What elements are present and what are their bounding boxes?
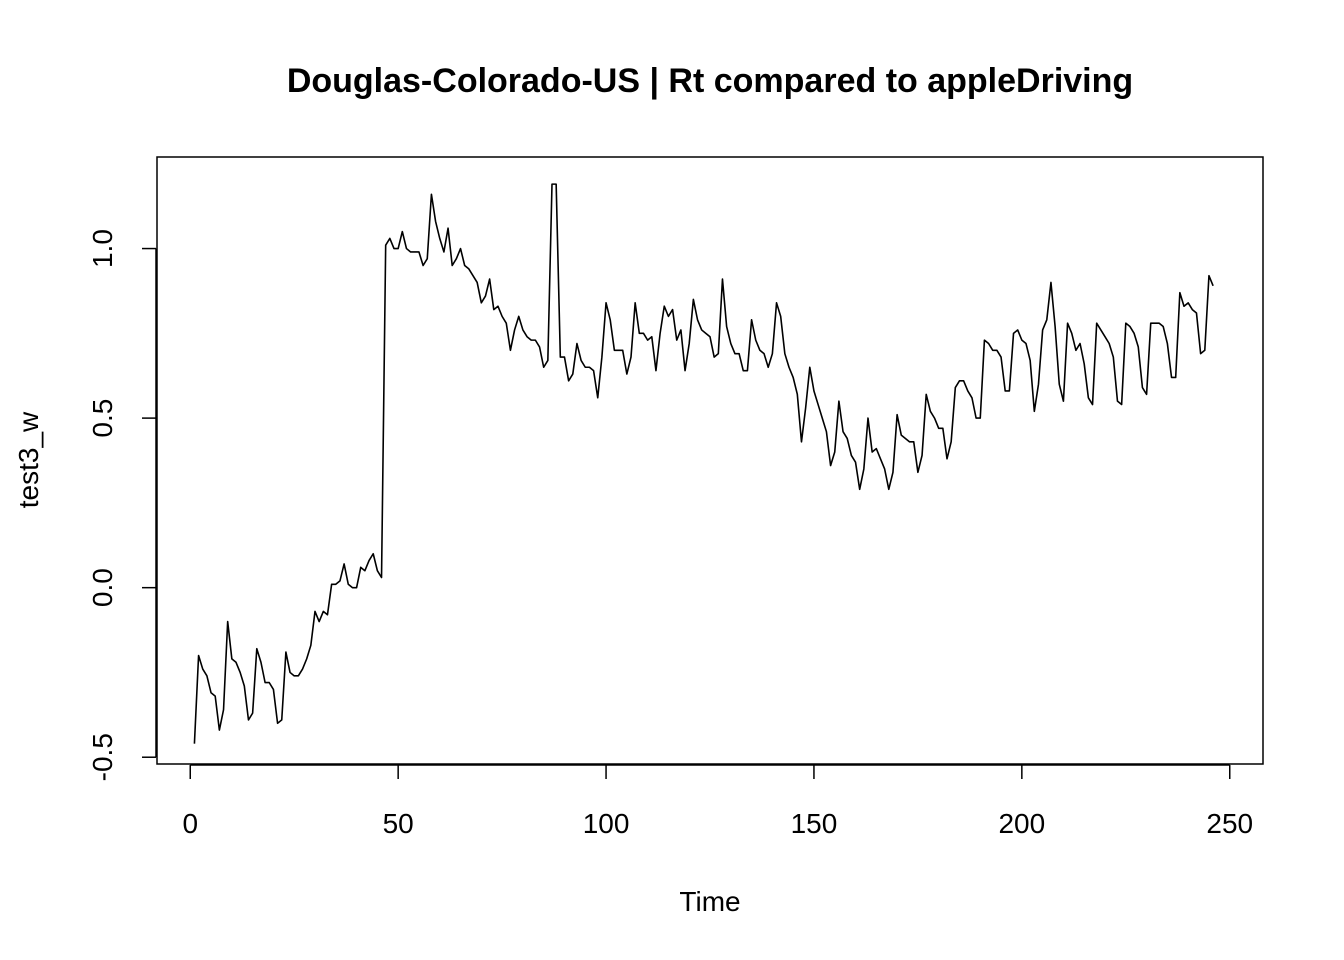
y-axis-label: test3_w xyxy=(13,411,44,508)
y-axis: -0.5 0.0 0.5 1.0 xyxy=(87,229,157,781)
y-tick-label: -0.5 xyxy=(87,733,118,781)
x-tick-label: 50 xyxy=(383,808,414,839)
series-line xyxy=(193,183,1214,744)
y-tick-label: 1.0 xyxy=(87,229,118,268)
x-axis-label: Time xyxy=(679,886,740,917)
x-tick-label: 250 xyxy=(1206,808,1253,839)
y-tick-label: 0.0 xyxy=(87,568,118,607)
x-tick-label: 100 xyxy=(583,808,630,839)
plot-frame xyxy=(156,156,1264,765)
y-tick-label: 0.5 xyxy=(87,399,118,438)
x-tick-label: 200 xyxy=(998,808,1045,839)
x-axis: 0 50 100 150 200 250 xyxy=(182,764,1253,839)
x-tick-label: 150 xyxy=(791,808,838,839)
x-tick-label: 0 xyxy=(182,808,198,839)
chart-title: Douglas-Colorado-US | Rt compared to app… xyxy=(287,62,1133,100)
